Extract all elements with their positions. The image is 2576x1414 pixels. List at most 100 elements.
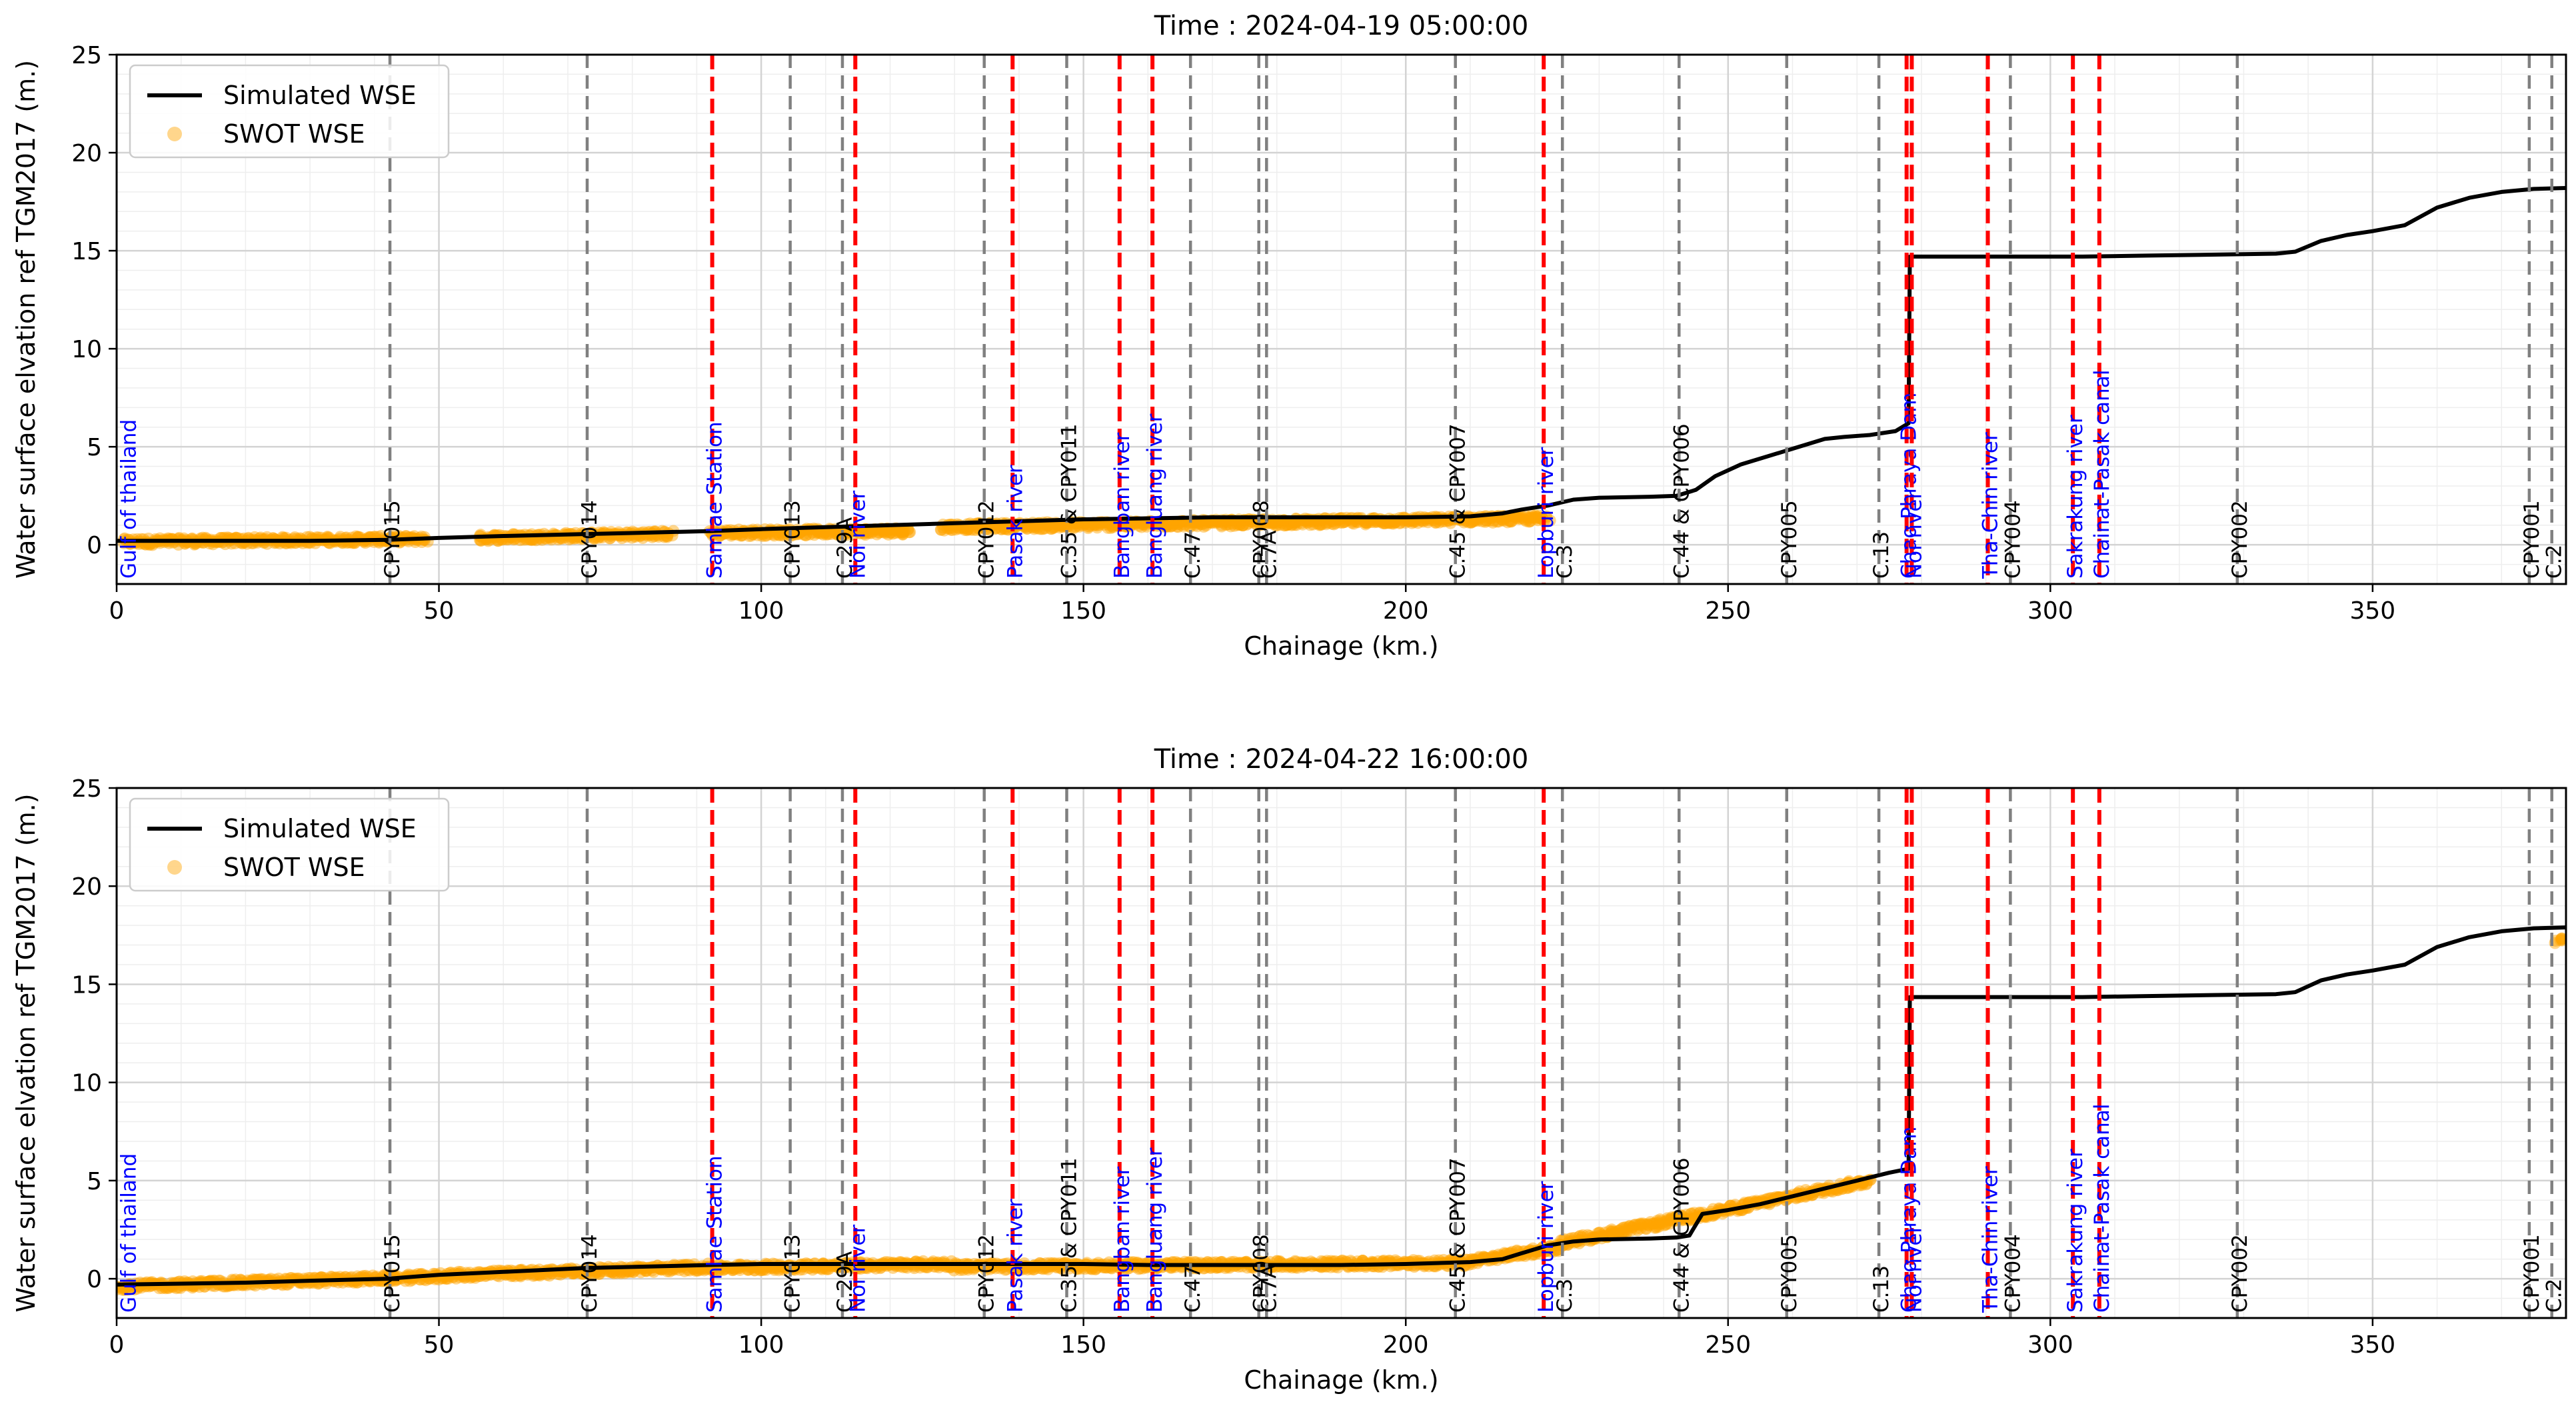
swot-wse-point	[1048, 520, 1060, 533]
swot-wse-point	[1120, 520, 1133, 533]
swot-wse-point	[748, 1264, 761, 1277]
swot-wse-point	[890, 524, 902, 537]
swot-wse-point	[1387, 517, 1400, 530]
junction-label: Noi river	[1902, 1225, 1926, 1313]
swot-wse-point	[972, 522, 985, 535]
junction-label: Tha-Chin river	[1979, 432, 2003, 579]
swot-wse-point	[727, 1264, 740, 1277]
station-label: CPY015	[381, 1234, 405, 1313]
legend-point-swatch	[167, 860, 182, 875]
y-tick-label: 20	[71, 140, 102, 167]
swot-wse-point	[1019, 521, 1032, 534]
swot-wse-point	[1093, 519, 1106, 531]
swot-wse-point	[1240, 519, 1253, 531]
swot-wse-point	[1496, 513, 1509, 526]
swot-wse-point	[970, 524, 982, 537]
swot-wse-point	[946, 524, 958, 537]
swot-wse-point	[660, 1265, 673, 1277]
swot-wse-point	[1027, 521, 1040, 533]
swot-wse-point	[882, 528, 894, 541]
swot-wse-point	[1133, 519, 1146, 532]
swot-wse-point	[1316, 518, 1328, 531]
swot-wse-point	[1024, 521, 1037, 533]
swot-wse-point	[1091, 521, 1104, 534]
station-label: CPY014	[578, 1234, 602, 1313]
swot-wse-point	[1480, 514, 1492, 527]
swot-wse-point	[1259, 517, 1272, 529]
legend-box	[129, 64, 450, 159]
swot-wse-point	[1053, 521, 1066, 534]
station-label: CPY013	[781, 500, 805, 579]
y-axis-label: Water surface elvation ref TGM2017 (m.)	[11, 60, 41, 579]
y-tick-label: 25	[71, 42, 102, 69]
swot-wse-point	[1020, 523, 1033, 535]
swot-wse-point	[1089, 1263, 1102, 1275]
swot-wse-point	[804, 528, 816, 541]
swot-wse-point	[1170, 520, 1183, 533]
x-tick-label: 250	[1705, 1331, 1751, 1359]
chart-title: Time : 2024-04-22 16:00:00	[1154, 744, 1529, 775]
swot-wse-point	[1055, 520, 1068, 533]
swot-wse-point	[896, 526, 909, 539]
swot-wse-point	[1377, 517, 1390, 529]
swot-wse-point	[1333, 516, 1346, 529]
junction-label: Sakrakung river	[2063, 415, 2087, 579]
swot-wse-point	[635, 1266, 647, 1279]
legend-entry-swot: SWOT WSE	[223, 853, 365, 882]
swot-wse-point	[1444, 517, 1457, 529]
junction-label: Samlae Station	[703, 1155, 727, 1313]
y-tick-label: 15	[71, 238, 102, 265]
swot-wse-point	[736, 529, 748, 542]
swot-wse-point	[1168, 517, 1180, 530]
swot-wse-point	[1073, 521, 1086, 533]
station-label: CPY012	[975, 1234, 999, 1313]
swot-wse-point	[983, 1263, 996, 1275]
swot-wse-point	[627, 1265, 639, 1278]
swot-wse-point	[1217, 517, 1230, 529]
swot-wse-point	[1172, 521, 1184, 533]
station-label: CPY014	[578, 500, 602, 579]
swot-wse-point	[1158, 521, 1170, 533]
swot-wse-point	[1106, 520, 1118, 533]
swot-wse-point	[1301, 517, 1314, 529]
x-tick-label: 100	[738, 1331, 784, 1359]
swot-wse-point	[1286, 518, 1298, 531]
swot-wse-point	[1336, 517, 1348, 529]
swot-wse-point	[1498, 513, 1510, 525]
swot-wse-point	[735, 529, 748, 541]
station-label: C.47	[1181, 531, 1205, 579]
x-axis-label: Chainage (km.)	[1244, 1365, 1438, 1395]
station-label: C.45 & CPY007	[1446, 423, 1470, 579]
station-label: CPY013	[781, 1234, 805, 1313]
junction-label: Pasak river	[1003, 465, 1027, 579]
swot-wse-point	[948, 1264, 960, 1277]
swot-wse-point	[1465, 516, 1478, 529]
swot-wse-point	[1048, 521, 1060, 534]
swot-wse-point	[865, 527, 878, 539]
swot-wse-point	[989, 523, 1002, 535]
junction-label: Bangban river	[1110, 432, 1134, 579]
swot-wse-point	[897, 525, 910, 538]
swot-wse-point	[793, 527, 806, 539]
station-label: C.13	[1870, 531, 1894, 579]
x-tick-label: 300	[2027, 1331, 2073, 1359]
swot-wse-point	[1175, 518, 1188, 531]
swot-wse-point	[768, 529, 780, 542]
swot-wse-point	[1320, 518, 1332, 531]
swot-wse-point	[794, 1263, 806, 1276]
swot-wse-point	[1289, 517, 1302, 529]
swot-wse-point	[1084, 519, 1096, 531]
station-label: CPY002	[2228, 500, 2252, 579]
swot-wse-point	[1137, 518, 1150, 531]
swot-wse-point	[979, 523, 992, 535]
swot-wse-point	[1163, 517, 1176, 530]
swot-wse-point	[726, 1264, 738, 1277]
swot-wse-point	[1480, 515, 1493, 527]
swot-wse-point	[960, 524, 973, 537]
swot-wse-point	[962, 1263, 974, 1276]
swot-wse-point	[1129, 518, 1142, 531]
station-label: C.35 & CPY011	[1058, 1157, 1082, 1313]
swot-wse-point	[788, 1263, 801, 1276]
swot-wse-point	[872, 526, 885, 539]
swot-wse-point	[1236, 519, 1249, 532]
